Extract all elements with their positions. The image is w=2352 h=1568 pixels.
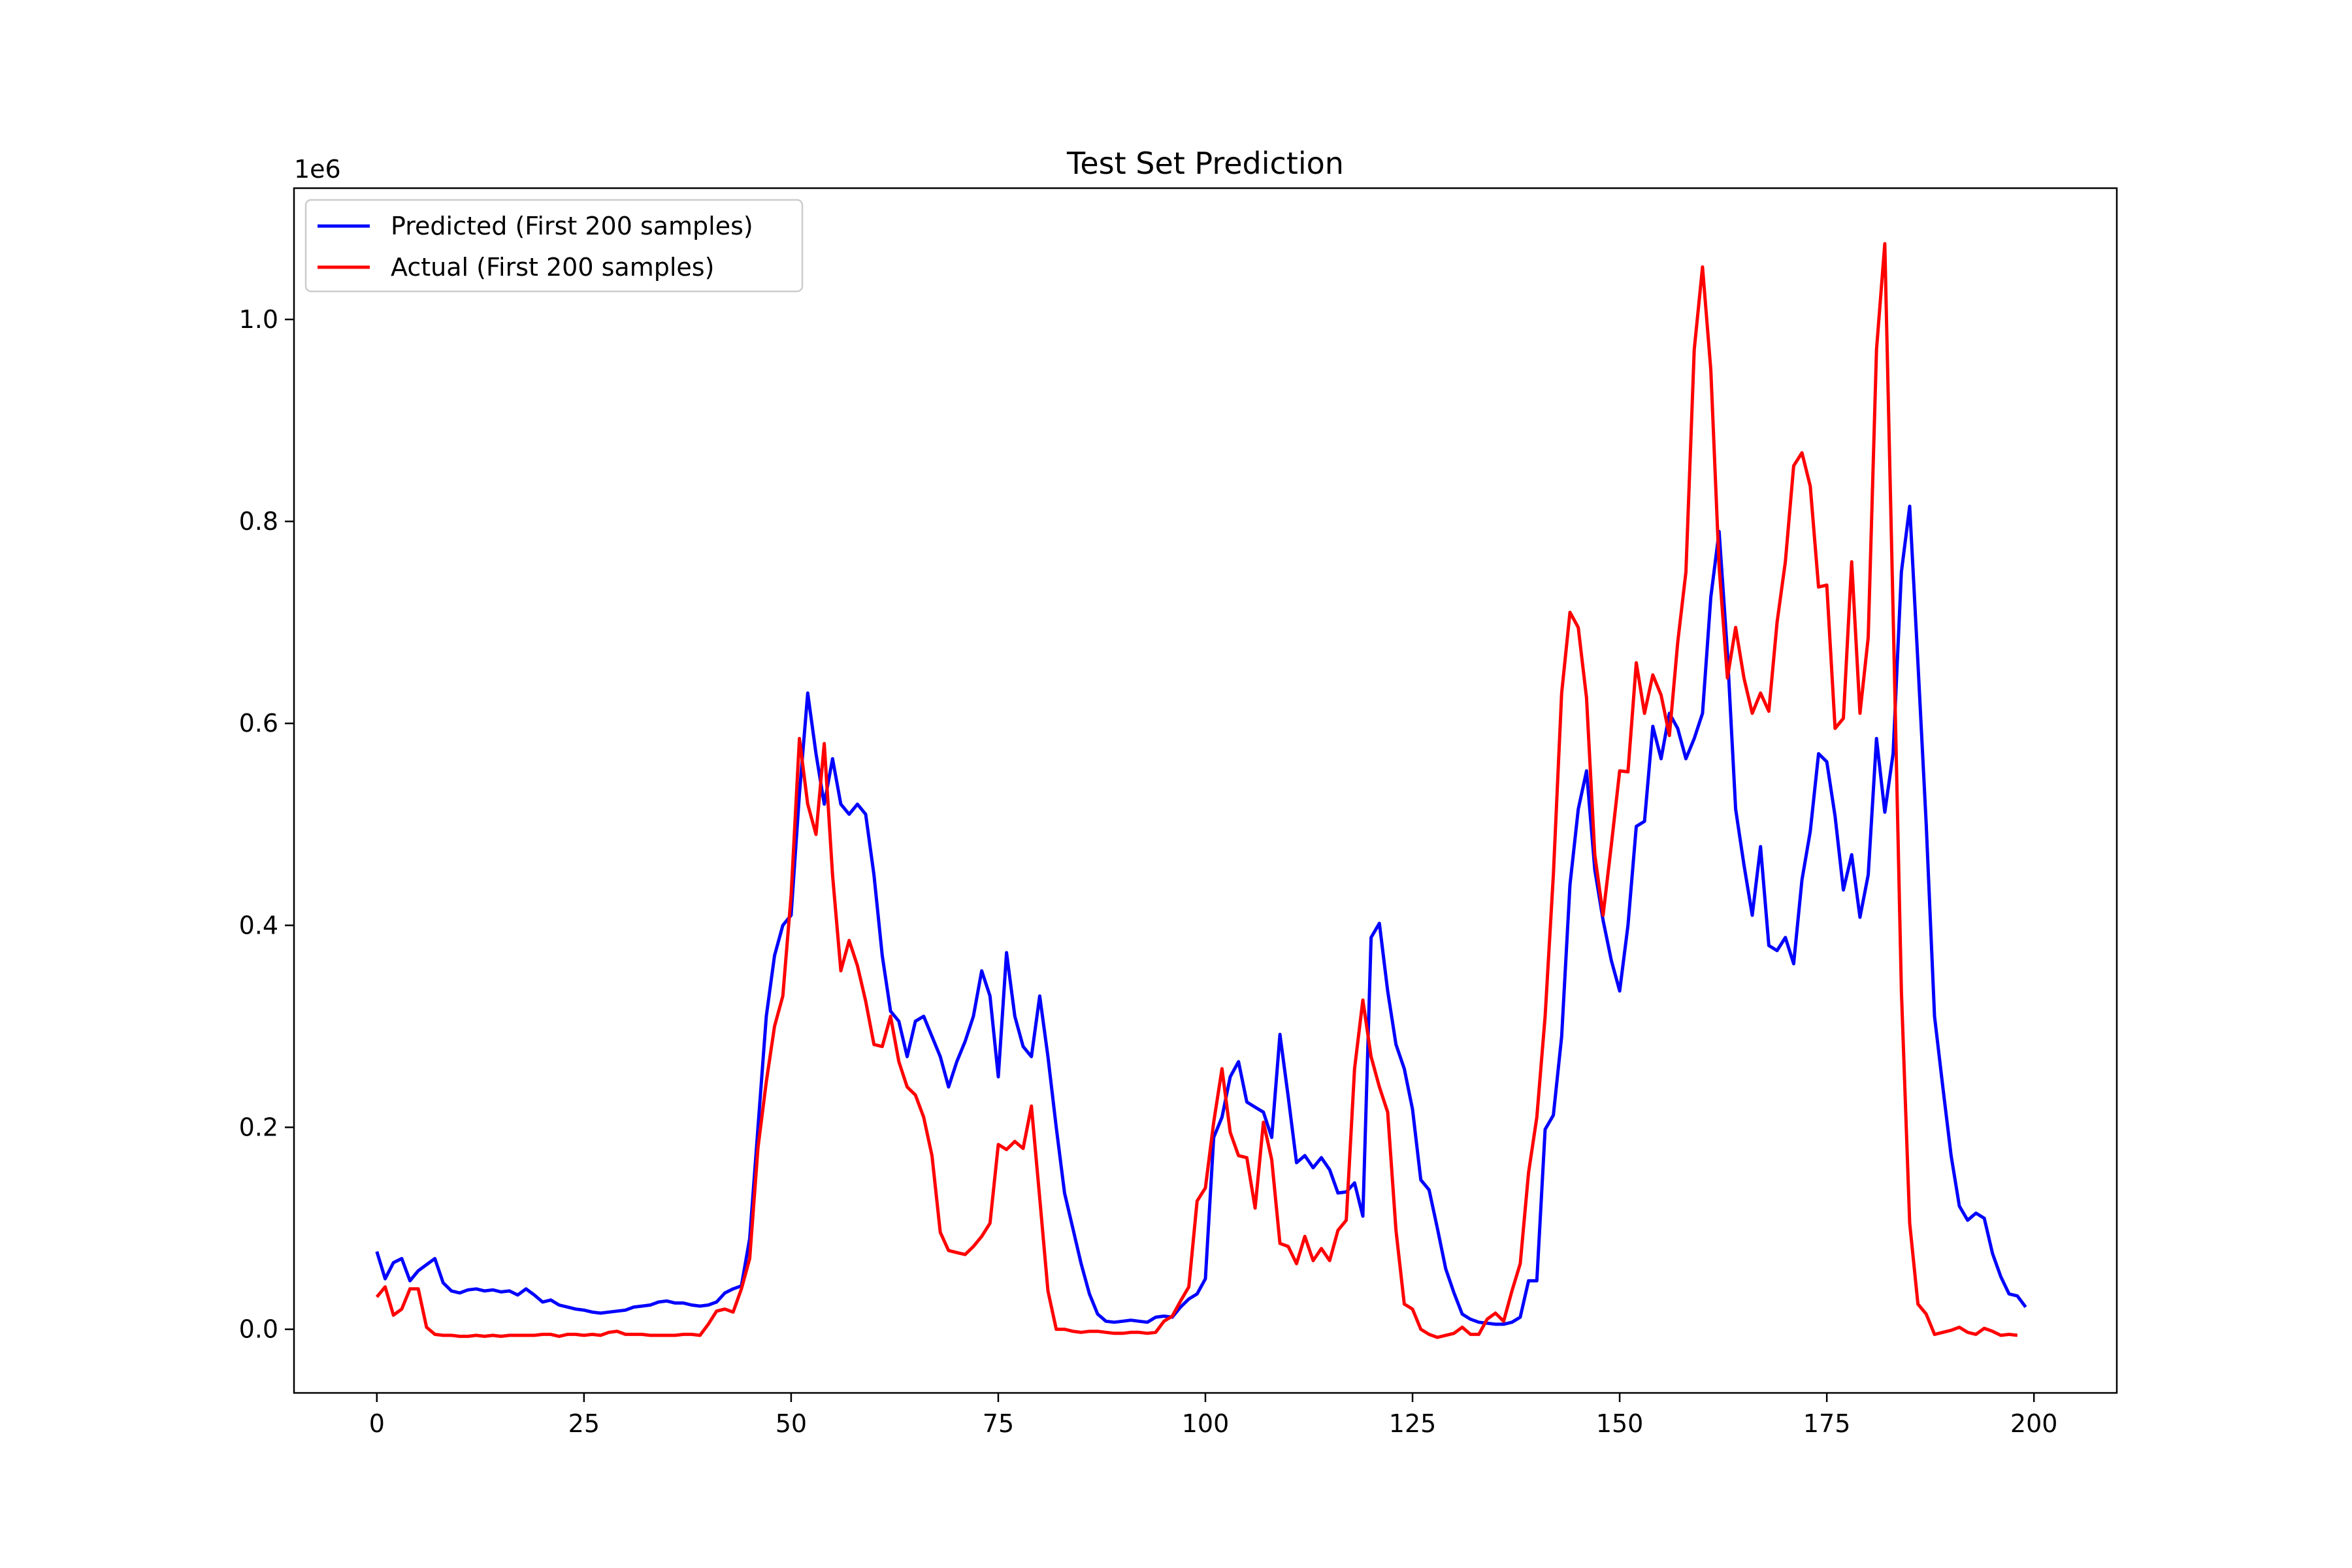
x-axis: 0 25 50 75 100 125 150 175 200 [369, 1393, 2058, 1438]
y-axis: 0.0 0.2 0.4 0.6 0.8 1.0 [239, 305, 294, 1344]
y-axis-offset-label: 1e6 [294, 155, 341, 184]
x-tick-label: 150 [1596, 1409, 1644, 1438]
chart-title: Test Set Prediction [1066, 146, 1344, 181]
x-tick-label: 50 [776, 1409, 807, 1438]
legend: Predicted (First 200 samples) Actual (Fir… [304, 199, 804, 293]
series-layer [375, 242, 2027, 1339]
legend-box [304, 199, 804, 293]
legend-label: Predicted (First 200 samples) [391, 212, 753, 240]
x-tick-label: 25 [568, 1409, 600, 1438]
y-tick-label: 0.0 [239, 1315, 278, 1344]
x-tick-label: 100 [1182, 1409, 1230, 1438]
series-line-predicted [375, 504, 2027, 1326]
y-tick-label: 0.6 [239, 709, 278, 738]
y-tick-label: 1.0 [239, 305, 278, 334]
x-tick-label: 0 [369, 1409, 385, 1438]
series-line-actual [375, 242, 2018, 1339]
y-tick-label: 0.2 [239, 1113, 278, 1141]
plot-area [294, 188, 2117, 1393]
y-tick-label: 0.4 [239, 911, 278, 939]
legend-label: Actual (First 200 samples) [391, 253, 714, 282]
x-tick-label: 175 [1803, 1409, 1851, 1438]
y-tick-label: 0.8 [239, 507, 278, 536]
x-tick-label: 125 [1389, 1409, 1437, 1438]
x-tick-label: 75 [983, 1409, 1014, 1438]
x-tick-label: 200 [2010, 1409, 2058, 1438]
